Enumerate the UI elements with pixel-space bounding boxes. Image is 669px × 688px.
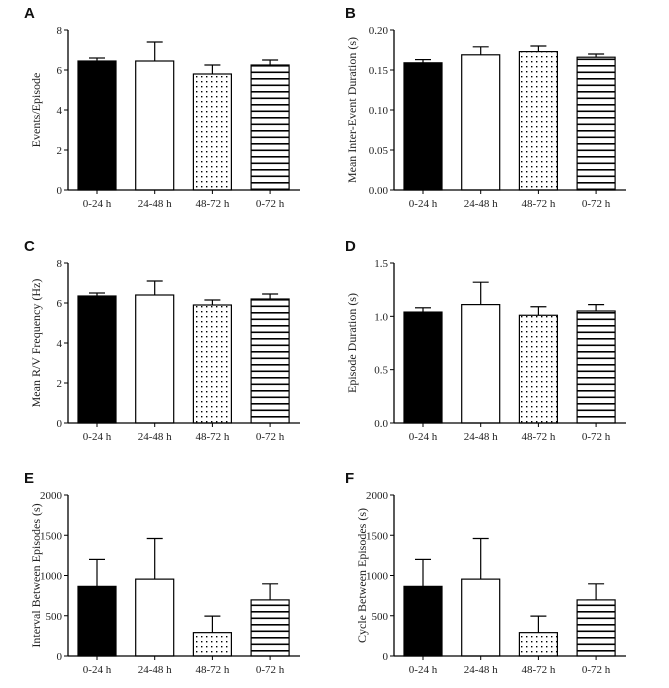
- panel-letter: F: [345, 470, 354, 487]
- y-tick-label: 0: [57, 185, 63, 197]
- y-tick-label: 500: [372, 611, 389, 623]
- y-tick-label: 8: [57, 25, 63, 37]
- y-tick-label: 2000: [40, 490, 63, 502]
- y-tick-label: 2: [57, 145, 63, 157]
- bar-0-24h: [403, 62, 443, 191]
- y-tick-label: 1000: [366, 571, 389, 583]
- bar-24-48h: [135, 578, 175, 657]
- bar-24-48h: [135, 294, 175, 424]
- x-tick-label: 48-72 h: [521, 664, 555, 676]
- y-axis-label: Interval Between Episodes (s): [29, 503, 43, 647]
- bar-0-72h: [576, 310, 616, 424]
- bar-0-72h: [250, 298, 290, 424]
- y-tick-label: 1.0: [374, 311, 388, 323]
- panel-letter: E: [24, 470, 34, 487]
- bar-0-72h: [250, 64, 290, 191]
- bar-0-72h: [576, 599, 616, 657]
- panel-b: B 0-24 h 24-48 h 48-72 h 0-72 h 0.00 0.05 0.10 0…: [345, 5, 626, 210]
- panel-letter: A: [24, 5, 35, 22]
- bar-0-24h: [77, 60, 117, 191]
- x-tick-label: 0-72 h: [582, 198, 611, 210]
- bar-0-24h: [403, 311, 443, 424]
- y-tick-label: 0: [57, 418, 63, 430]
- y-tick-label: 0.05: [369, 145, 389, 157]
- x-tick-label: 24-48 h: [138, 664, 172, 676]
- y-axis-label: Mean Inter-Event Duration (s): [345, 37, 359, 183]
- y-tick-label: 0.20: [369, 25, 389, 37]
- panel-e: E 0-24 h 24-48 h 48-72 h 0-72 h 0 500 1000 1500 2…: [24, 470, 300, 676]
- y-tick-label: 0: [383, 651, 389, 663]
- bar-48-72h: [192, 632, 232, 657]
- x-tick-label: 0-72 h: [256, 664, 285, 676]
- y-axis-label: Events/Episode: [29, 73, 43, 148]
- x-tick-label: 24-48 h: [464, 664, 498, 676]
- x-tick-label: 0-72 h: [582, 664, 611, 676]
- bar-0-72h: [250, 599, 290, 657]
- x-tick-label: 48-72 h: [521, 198, 555, 210]
- y-tick-label: 0.00: [369, 185, 389, 197]
- y-tick-label: 2000: [366, 490, 389, 502]
- panel-a: A 0-24 h 24-48 h 48-72 h 0-72 h 0 2 4 6 8 Events/E…: [24, 5, 300, 210]
- bar-48-72h: [192, 304, 232, 424]
- bar-48-72h: [518, 50, 559, 191]
- x-tick-label: 0-24 h: [83, 431, 112, 443]
- y-tick-label: 2: [57, 378, 63, 390]
- bar-24-48h: [135, 60, 175, 191]
- y-tick-label: 4: [57, 338, 63, 350]
- y-tick-label: 0.5: [374, 365, 388, 377]
- y-tick-label: 0.15: [369, 65, 389, 77]
- y-tick-label: 4: [57, 105, 63, 117]
- x-tick-label: 0-24 h: [409, 664, 438, 676]
- x-tick-label: 48-72 h: [195, 431, 229, 443]
- y-axis-label: Episode Duration (s): [345, 293, 359, 393]
- bar-48-72h: [192, 73, 232, 191]
- panel-letter: C: [24, 238, 35, 255]
- x-tick-label: 0-24 h: [409, 198, 438, 210]
- x-tick-label: 0-72 h: [256, 198, 285, 210]
- x-tick-label: 0-24 h: [83, 664, 112, 676]
- x-tick-label: 0-24 h: [409, 431, 438, 443]
- x-tick-label: 24-48 h: [464, 198, 498, 210]
- panel-f: F 0-24 h 24-48 h 48-72 h 0-72 h 0 500 1000 1500 2…: [345, 470, 626, 676]
- x-tick-label: 0-24 h: [83, 198, 112, 210]
- y-tick-label: 8: [57, 258, 63, 270]
- y-tick-label: 6: [57, 298, 63, 310]
- y-tick-label: 1000: [40, 571, 63, 583]
- panel-c: C 0-24 h 24-48 h 48-72 h 0-72 h 0 2 4 6 8 Mean R/V…: [24, 238, 300, 443]
- x-tick-label: 0-72 h: [256, 431, 285, 443]
- y-tick-label: 6: [57, 65, 63, 77]
- x-tick-label: 24-48 h: [138, 431, 172, 443]
- panel-letter: B: [345, 5, 356, 22]
- x-tick-label: 48-72 h: [521, 431, 555, 443]
- y-tick-label: 1500: [366, 530, 389, 542]
- y-tick-label: 0: [57, 651, 63, 663]
- bar-48-72h: [518, 314, 559, 424]
- bar-24-48h: [461, 578, 501, 657]
- panel-d: D 0-24 h 24-48 h 48-72 h 0-72 h 0.0 0.5 1.0 1.5 E…: [345, 238, 626, 443]
- bar-0-24h: [77, 295, 117, 424]
- y-tick-label: 1500: [40, 530, 63, 542]
- bar-48-72h: [518, 632, 559, 657]
- y-axis-label: Cycle Between Episodes (s): [355, 508, 369, 643]
- x-tick-label: 24-48 h: [138, 198, 172, 210]
- y-axis-label: Mean R/V Frequency (Hz): [29, 279, 43, 408]
- x-tick-label: 24-48 h: [464, 431, 498, 443]
- y-tick-label: 0.10: [369, 105, 389, 117]
- x-tick-label: 0-72 h: [582, 431, 611, 443]
- bar-0-24h: [403, 585, 443, 657]
- y-tick-label: 1.5: [374, 258, 388, 270]
- bar-0-24h: [77, 585, 117, 657]
- bar-0-72h: [576, 56, 616, 191]
- bar-24-48h: [461, 54, 501, 191]
- x-tick-label: 48-72 h: [195, 664, 229, 676]
- panel-letter: D: [345, 238, 356, 255]
- bar-24-48h: [461, 304, 501, 424]
- x-tick-label: 48-72 h: [195, 198, 229, 210]
- y-tick-label: 0.0: [374, 418, 388, 430]
- y-tick-label: 500: [46, 611, 63, 623]
